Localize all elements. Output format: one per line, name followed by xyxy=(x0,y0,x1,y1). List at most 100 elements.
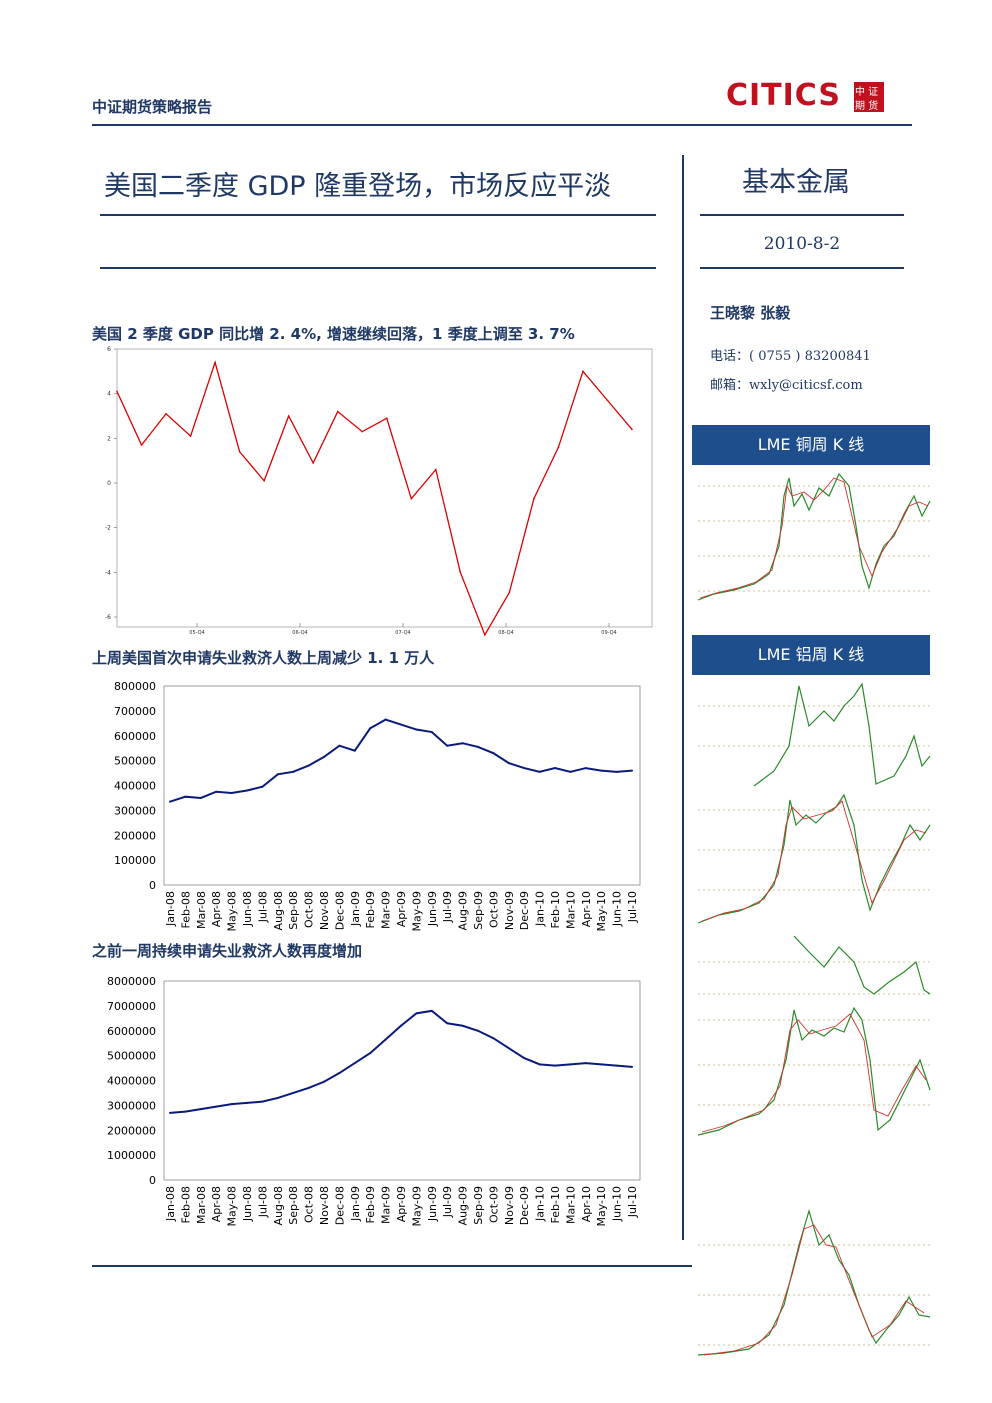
x-tick-label: Apr-09 xyxy=(395,891,408,927)
x-tick-label: May-10 xyxy=(595,891,608,932)
claims-data-point xyxy=(523,767,526,770)
claims-data-point xyxy=(461,1024,464,1027)
gdp-data-point xyxy=(189,435,192,437)
x-tick-label: Nov-08 xyxy=(318,1186,331,1225)
x-tick-label: Apr-10 xyxy=(580,891,593,927)
y-tick-label: 500000 xyxy=(114,755,156,768)
claims-data-point xyxy=(538,770,541,773)
x-tick-label: Jun-08 xyxy=(241,891,254,927)
lme-aluminium-box-title: LME 铝周 K 线 xyxy=(692,635,930,675)
gdp-growth-chart: 6 4 2 0 -2 -4 -6 05-Q4 06-Q4 07-Q4 08-Q4 09-Q4 xyxy=(105,346,653,637)
claims-data-point xyxy=(323,755,325,758)
y-tick-label: -4 xyxy=(105,569,111,576)
claims-data-point xyxy=(292,770,295,773)
x-tick-label: May-09 xyxy=(410,1186,423,1227)
y-tick-label: 300000 xyxy=(114,804,156,817)
claims-data-point xyxy=(276,1096,279,1099)
section-rule-top xyxy=(700,214,904,216)
claims-data-point xyxy=(246,1101,248,1104)
x-tick-label: 05-Q4 xyxy=(189,630,204,636)
gdp-data-point xyxy=(116,390,118,393)
gdp-data-point xyxy=(263,479,265,482)
claims-data-point xyxy=(430,731,433,734)
claims-data-point xyxy=(615,770,618,773)
x-tick-label: Jan-08 xyxy=(164,1186,177,1222)
claims-data-point xyxy=(430,1009,433,1012)
x-tick-label: Jan-10 xyxy=(534,1186,547,1222)
claims-data-point xyxy=(169,1111,171,1114)
lme-copper-box-title: LME 铜周 K 线 xyxy=(692,425,930,465)
citics-logo: CITICS 中 证 期 货 xyxy=(726,78,886,118)
claims-data-point xyxy=(415,1012,418,1015)
author-email[interactable]: 邮箱：wxly@citicsf.com xyxy=(710,378,863,393)
claims-data-point xyxy=(554,767,556,770)
lme-aluminium-kline-image-1 xyxy=(698,682,931,787)
gdp-data-point xyxy=(435,468,437,471)
continuing-claims-chart: 8000000 7000000 6000000 5000000 4000000 30000… xyxy=(107,975,641,1227)
x-tick-label: Aug-09 xyxy=(457,1186,470,1225)
x-tick-label: Apr-08 xyxy=(210,891,223,927)
lme-aluminium-kline-image-4 xyxy=(697,1006,931,1136)
claims-data-point xyxy=(569,770,572,773)
claims-data-point xyxy=(600,1063,603,1066)
claims-data-point xyxy=(292,1091,295,1094)
x-tick-label: Jul-09 xyxy=(441,891,454,923)
y-tick-label: 4 xyxy=(107,391,111,398)
x-tick-label: Sep-08 xyxy=(287,891,300,930)
y-tick-label: 800000 xyxy=(114,680,156,693)
gdp-data-point xyxy=(410,497,413,500)
y-tick-label: 700000 xyxy=(114,705,156,718)
claims-data-point xyxy=(415,728,418,731)
y-tick-label: 200000 xyxy=(114,829,156,842)
x-tick-label: Feb-09 xyxy=(364,891,377,928)
x-tick-label: Jan-08 xyxy=(164,891,177,927)
y-tick-label: 1000000 xyxy=(107,1149,156,1162)
gdp-data-point xyxy=(361,430,364,433)
x-tick-label: Jan-09 xyxy=(349,891,362,927)
y-tick-label: 4000000 xyxy=(107,1075,156,1088)
x-tick-label: Apr-08 xyxy=(210,1186,223,1222)
claims-data-point xyxy=(523,1057,526,1060)
x-tick-label: Jul-10 xyxy=(626,1186,639,1218)
y-tick-label: 6000000 xyxy=(107,1025,156,1038)
claims-data-point xyxy=(446,744,449,747)
x-tick-label: Jul-08 xyxy=(256,1186,269,1218)
section-rule-bottom xyxy=(700,267,904,269)
lme-aluminium-kline-image-3 xyxy=(698,935,931,995)
lme-aluminium-kline-image-2 xyxy=(697,793,931,924)
claims-data-point xyxy=(600,769,603,772)
claims-data-point xyxy=(338,744,341,747)
claims-data-point xyxy=(584,767,587,770)
gdp-data-point xyxy=(385,417,388,420)
x-tick-label: Jul-10 xyxy=(626,891,639,923)
x-tick-label: Aug-09 xyxy=(457,891,470,930)
x-tick-label: Jan-09 xyxy=(349,1186,362,1222)
gdp-data-point xyxy=(140,444,143,446)
plot-frame xyxy=(163,685,641,886)
claims-data-point xyxy=(215,1105,218,1108)
x-tick-label: Dec-09 xyxy=(518,1186,531,1225)
y-tick-label: -2 xyxy=(105,525,111,532)
claims-data-point xyxy=(184,795,187,798)
column-divider xyxy=(682,155,684,1240)
gdp-data-point xyxy=(287,415,290,417)
x-tick-label: Jun-09 xyxy=(426,891,439,927)
claims-data-point xyxy=(477,1029,479,1032)
report-date: 2010-8-2 xyxy=(763,234,841,254)
x-tick-label: Dec-08 xyxy=(333,891,346,930)
x-tick-label: Aug-08 xyxy=(272,891,285,930)
x-tick-label: Aug-08 xyxy=(272,1186,285,1225)
author-names: 王晓黎 张毅 xyxy=(710,304,791,322)
x-tick-label: Apr-10 xyxy=(580,1186,593,1222)
x-tick-label: Oct-08 xyxy=(303,891,316,928)
claims-data-point xyxy=(353,1062,356,1065)
y-tick-label: 7000000 xyxy=(107,1000,156,1013)
x-tick-label: Oct-09 xyxy=(487,891,500,928)
claims-data-point xyxy=(492,752,495,755)
x-tick-label: Jun-09 xyxy=(426,1186,439,1222)
x-tick-label: 07-Q4 xyxy=(395,630,410,636)
claims-data-point xyxy=(215,790,218,793)
claims-data-point xyxy=(307,764,310,767)
claims-data-point xyxy=(323,1080,325,1083)
claims-data-point xyxy=(246,789,248,792)
